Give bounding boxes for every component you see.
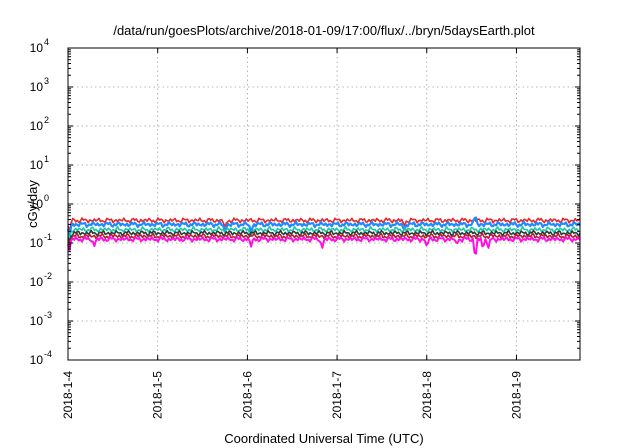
y-tick-label: 10 <box>30 119 44 133</box>
y-tick-label: 10 <box>30 314 44 328</box>
series-group <box>66 216 581 255</box>
series-line <box>67 235 581 255</box>
y-tick-exponent: 2 <box>44 115 49 125</box>
y-tick-exponent: -3 <box>44 310 52 320</box>
y-axis-label: cGy/day <box>25 180 40 228</box>
chart-title: /data/run/goesPlots/archive/2018-01-09/1… <box>113 23 535 38</box>
grid <box>68 48 580 360</box>
x-tick-label: 2018-1-5 <box>151 371 165 419</box>
y-tick-label: 10 <box>30 353 44 367</box>
series-line <box>67 229 581 243</box>
series-line <box>66 216 581 238</box>
y-tick-label: 10 <box>30 41 44 55</box>
y-tick-exponent: -1 <box>44 232 52 242</box>
y-tick-exponent: 0 <box>44 193 49 203</box>
y-tick-exponent: 1 <box>44 154 49 164</box>
y-tick-label: 10 <box>30 197 44 211</box>
series-line <box>67 225 581 241</box>
y-tick-label: 10 <box>30 158 44 172</box>
y-tick-label: 10 <box>30 80 44 94</box>
x-tick-label: 2018-1-8 <box>420 371 434 419</box>
x-axis: 2018-1-4 2018-1-5 2018-1-6 2018-1-7 2018-1-8… <box>61 48 523 419</box>
series-line <box>67 232 581 245</box>
x-axis-label: Coordinated Universal Time (UTC) <box>224 431 423 446</box>
x-tick-label: 2018-1-6 <box>240 371 254 419</box>
y-tick-exponent: -4 <box>44 349 52 359</box>
x-tick-label: 2018-1-4 <box>61 371 75 419</box>
y-tick-exponent: -2 <box>44 271 52 281</box>
y-tick-label: 10 <box>30 275 44 289</box>
y-tick-label: 10 <box>30 236 44 250</box>
x-tick-label: 2018-1-9 <box>509 371 523 419</box>
y-tick-exponent: 3 <box>44 76 49 86</box>
x-tick-label: 2018-1-7 <box>330 371 344 419</box>
y-tick-exponent: 4 <box>44 37 49 47</box>
series-line <box>67 217 581 232</box>
